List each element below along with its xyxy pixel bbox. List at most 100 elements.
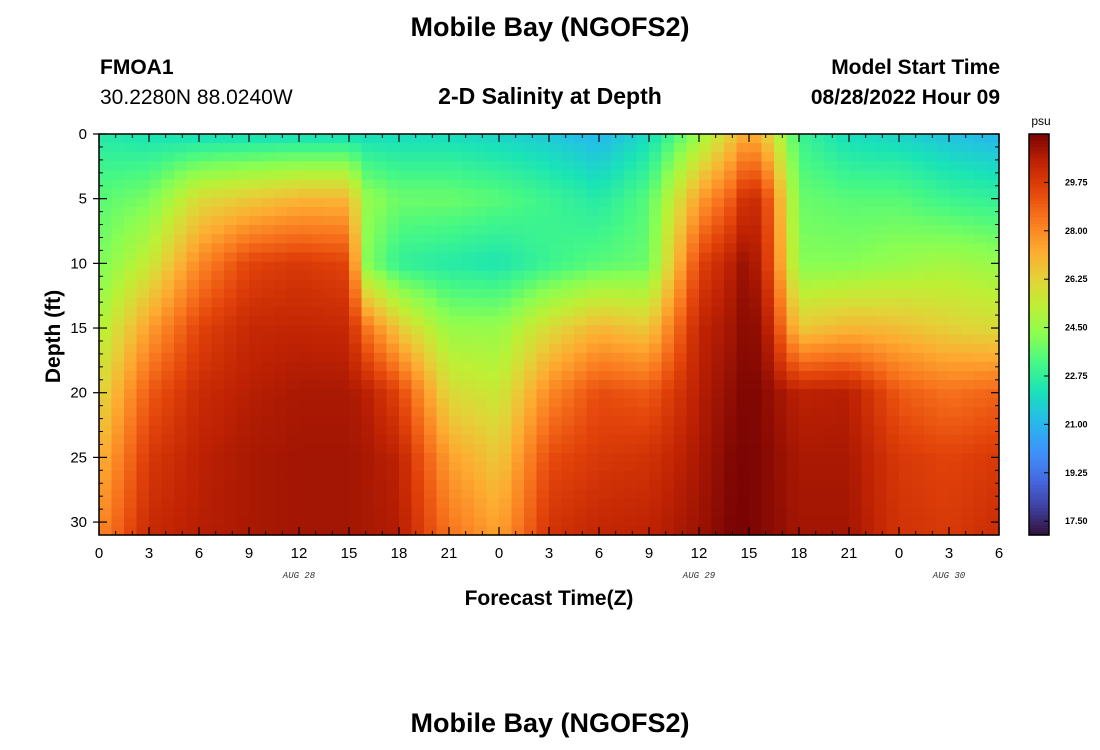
heatmap-cell — [349, 307, 363, 317]
heatmap-cell — [961, 480, 975, 491]
heatmap-cell — [749, 343, 763, 354]
heatmap-cell — [911, 143, 925, 153]
heatmap-cell — [511, 498, 525, 509]
heatmap-cell — [274, 334, 288, 345]
heatmap-cell — [411, 152, 425, 162]
heatmap-cell — [561, 279, 575, 290]
heatmap-cell — [874, 498, 888, 509]
heatmap-cell — [686, 261, 700, 272]
heatmap-cell — [599, 134, 613, 144]
colorbar-segment — [1029, 531, 1049, 536]
heatmap-cell — [461, 480, 475, 491]
heatmap-cell — [161, 188, 175, 199]
heatmap-cell — [986, 161, 1000, 172]
heatmap-cell — [649, 316, 663, 326]
heatmap-cell — [886, 370, 900, 381]
heatmap-cell — [924, 334, 938, 345]
heatmap-cell — [199, 143, 213, 153]
heatmap-cell — [99, 361, 113, 372]
colorbar-segment — [1029, 377, 1049, 382]
heatmap-cell — [611, 370, 625, 381]
heatmap-cell — [124, 507, 138, 518]
heatmap-cell — [899, 252, 913, 263]
heatmap-cell — [136, 225, 150, 235]
heatmap-cell — [786, 243, 800, 254]
heatmap-cell — [311, 507, 325, 518]
heatmap-cell — [686, 516, 700, 527]
colorbar-segment — [1029, 217, 1049, 222]
heatmap-cell — [324, 425, 338, 436]
heatmap-cell — [924, 407, 938, 418]
heatmap-cell — [436, 398, 450, 409]
heatmap-cell — [936, 480, 950, 491]
heatmap-cell — [111, 316, 125, 326]
heatmap-cell — [986, 370, 1000, 381]
colorbar-segment — [1029, 504, 1049, 509]
heatmap-cell — [949, 416, 963, 427]
heatmap-cell — [261, 134, 275, 144]
heatmap-cell — [136, 152, 150, 162]
heatmap-cell — [486, 380, 500, 390]
heatmap-cell — [149, 134, 163, 144]
heatmap-cell — [861, 352, 875, 363]
colorbar-segment — [1029, 197, 1049, 202]
heatmap-cell — [336, 462, 350, 472]
heatmap-cell — [186, 462, 200, 472]
heatmap-cell — [924, 252, 938, 263]
heatmap-cell — [624, 179, 638, 190]
heatmap-cell — [536, 134, 550, 144]
heatmap-cell — [536, 252, 550, 263]
heatmap-cell — [611, 434, 625, 445]
heatmap-cell — [636, 234, 650, 244]
heatmap-cell — [286, 489, 300, 500]
heatmap-cell — [824, 434, 838, 445]
heatmap-cell — [799, 334, 813, 345]
heatmap-cell — [561, 270, 575, 281]
heatmap-cell — [649, 261, 663, 272]
heatmap-cell — [786, 252, 800, 263]
heatmap-cell — [911, 398, 925, 409]
heatmap-cell — [636, 425, 650, 436]
heatmap-cell — [374, 507, 388, 518]
heatmap-cell — [499, 434, 513, 445]
heatmap-cell — [674, 416, 688, 427]
heatmap-cell — [936, 516, 950, 527]
heatmap-cell — [149, 243, 163, 254]
heatmap-cell — [561, 462, 575, 472]
heatmap-cell — [199, 206, 213, 217]
heatmap-cell — [661, 380, 675, 390]
heatmap-cell — [136, 471, 150, 481]
heatmap-cell — [561, 197, 575, 208]
heatmap-cell — [236, 516, 250, 527]
heatmap-cell — [136, 452, 150, 463]
heatmap-cell — [711, 407, 725, 418]
heatmap-cell — [199, 334, 213, 345]
heatmap-cell — [436, 370, 450, 381]
heatmap-cell — [486, 179, 500, 190]
heatmap-cell — [974, 480, 988, 491]
heatmap-cell — [561, 498, 575, 509]
heatmap-cell — [149, 434, 163, 445]
heatmap-cell — [311, 434, 325, 445]
heatmap-cell — [511, 389, 525, 399]
heatmap-cell — [424, 389, 438, 399]
heatmap-cell — [686, 298, 700, 308]
heatmap-cell — [836, 462, 850, 472]
heatmap-cell — [849, 270, 863, 281]
heatmap-cell — [511, 225, 525, 235]
heatmap-cell — [449, 398, 463, 409]
heatmap-cell — [911, 225, 925, 235]
heatmap-cell — [611, 525, 625, 536]
heatmap-cell — [699, 197, 713, 208]
heatmap-cell — [761, 197, 775, 208]
heatmap-cell — [674, 252, 688, 263]
heatmap-cell — [236, 525, 250, 536]
heatmap-cell — [524, 407, 538, 418]
heatmap-cell — [961, 471, 975, 481]
heatmap-cell — [361, 370, 375, 381]
heatmap-cell — [711, 134, 725, 144]
heatmap-cell — [199, 316, 213, 326]
heatmap-cell — [699, 261, 713, 272]
heatmap-cell — [211, 134, 225, 144]
heatmap-cell — [199, 134, 213, 144]
